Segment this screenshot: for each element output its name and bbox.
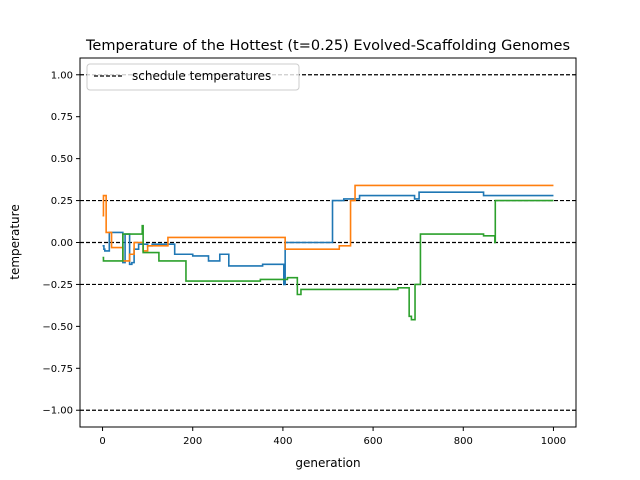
x-axis: 0 200 400 600 800 1000 <box>99 427 566 447</box>
y-tick-label: 0.00 <box>51 238 73 249</box>
x-axis-label: generation <box>295 456 360 470</box>
y-tick-label: 0.25 <box>51 196 73 207</box>
y-tick-label: 0.75 <box>51 112 73 123</box>
x-tick-label: 600 <box>364 436 383 447</box>
x-tick-label: 800 <box>454 436 473 447</box>
legend-label-schedule: schedule temperatures <box>132 69 271 83</box>
y-tick-label: −1.00 <box>42 406 73 417</box>
series-line-3 <box>102 199 554 321</box>
y-axis-label: temperature <box>8 204 22 279</box>
y-tick-label: 1.00 <box>51 70 73 81</box>
y-tick-label: −0.50 <box>42 322 73 333</box>
y-tick-label: −0.75 <box>42 364 73 375</box>
series-line-1 <box>102 191 554 286</box>
legend: schedule temperatures <box>86 63 300 91</box>
x-tick-label: 1000 <box>541 436 566 447</box>
legend-box <box>86 63 300 91</box>
chart-title: Temperature of the Hottest (t=0.25) Evol… <box>85 38 570 54</box>
x-tick-label: 200 <box>183 436 202 447</box>
series-group <box>102 184 554 321</box>
y-tick-label: −0.25 <box>42 280 73 291</box>
y-axis: 1.00 0.75 0.50 0.25 0.00 −0.25 −0.50 −0.75 −1.00 <box>42 70 80 417</box>
y-tick-label: 0.50 <box>51 154 73 165</box>
x-tick-label: 0 <box>99 436 105 447</box>
x-tick-label: 400 <box>273 436 292 447</box>
